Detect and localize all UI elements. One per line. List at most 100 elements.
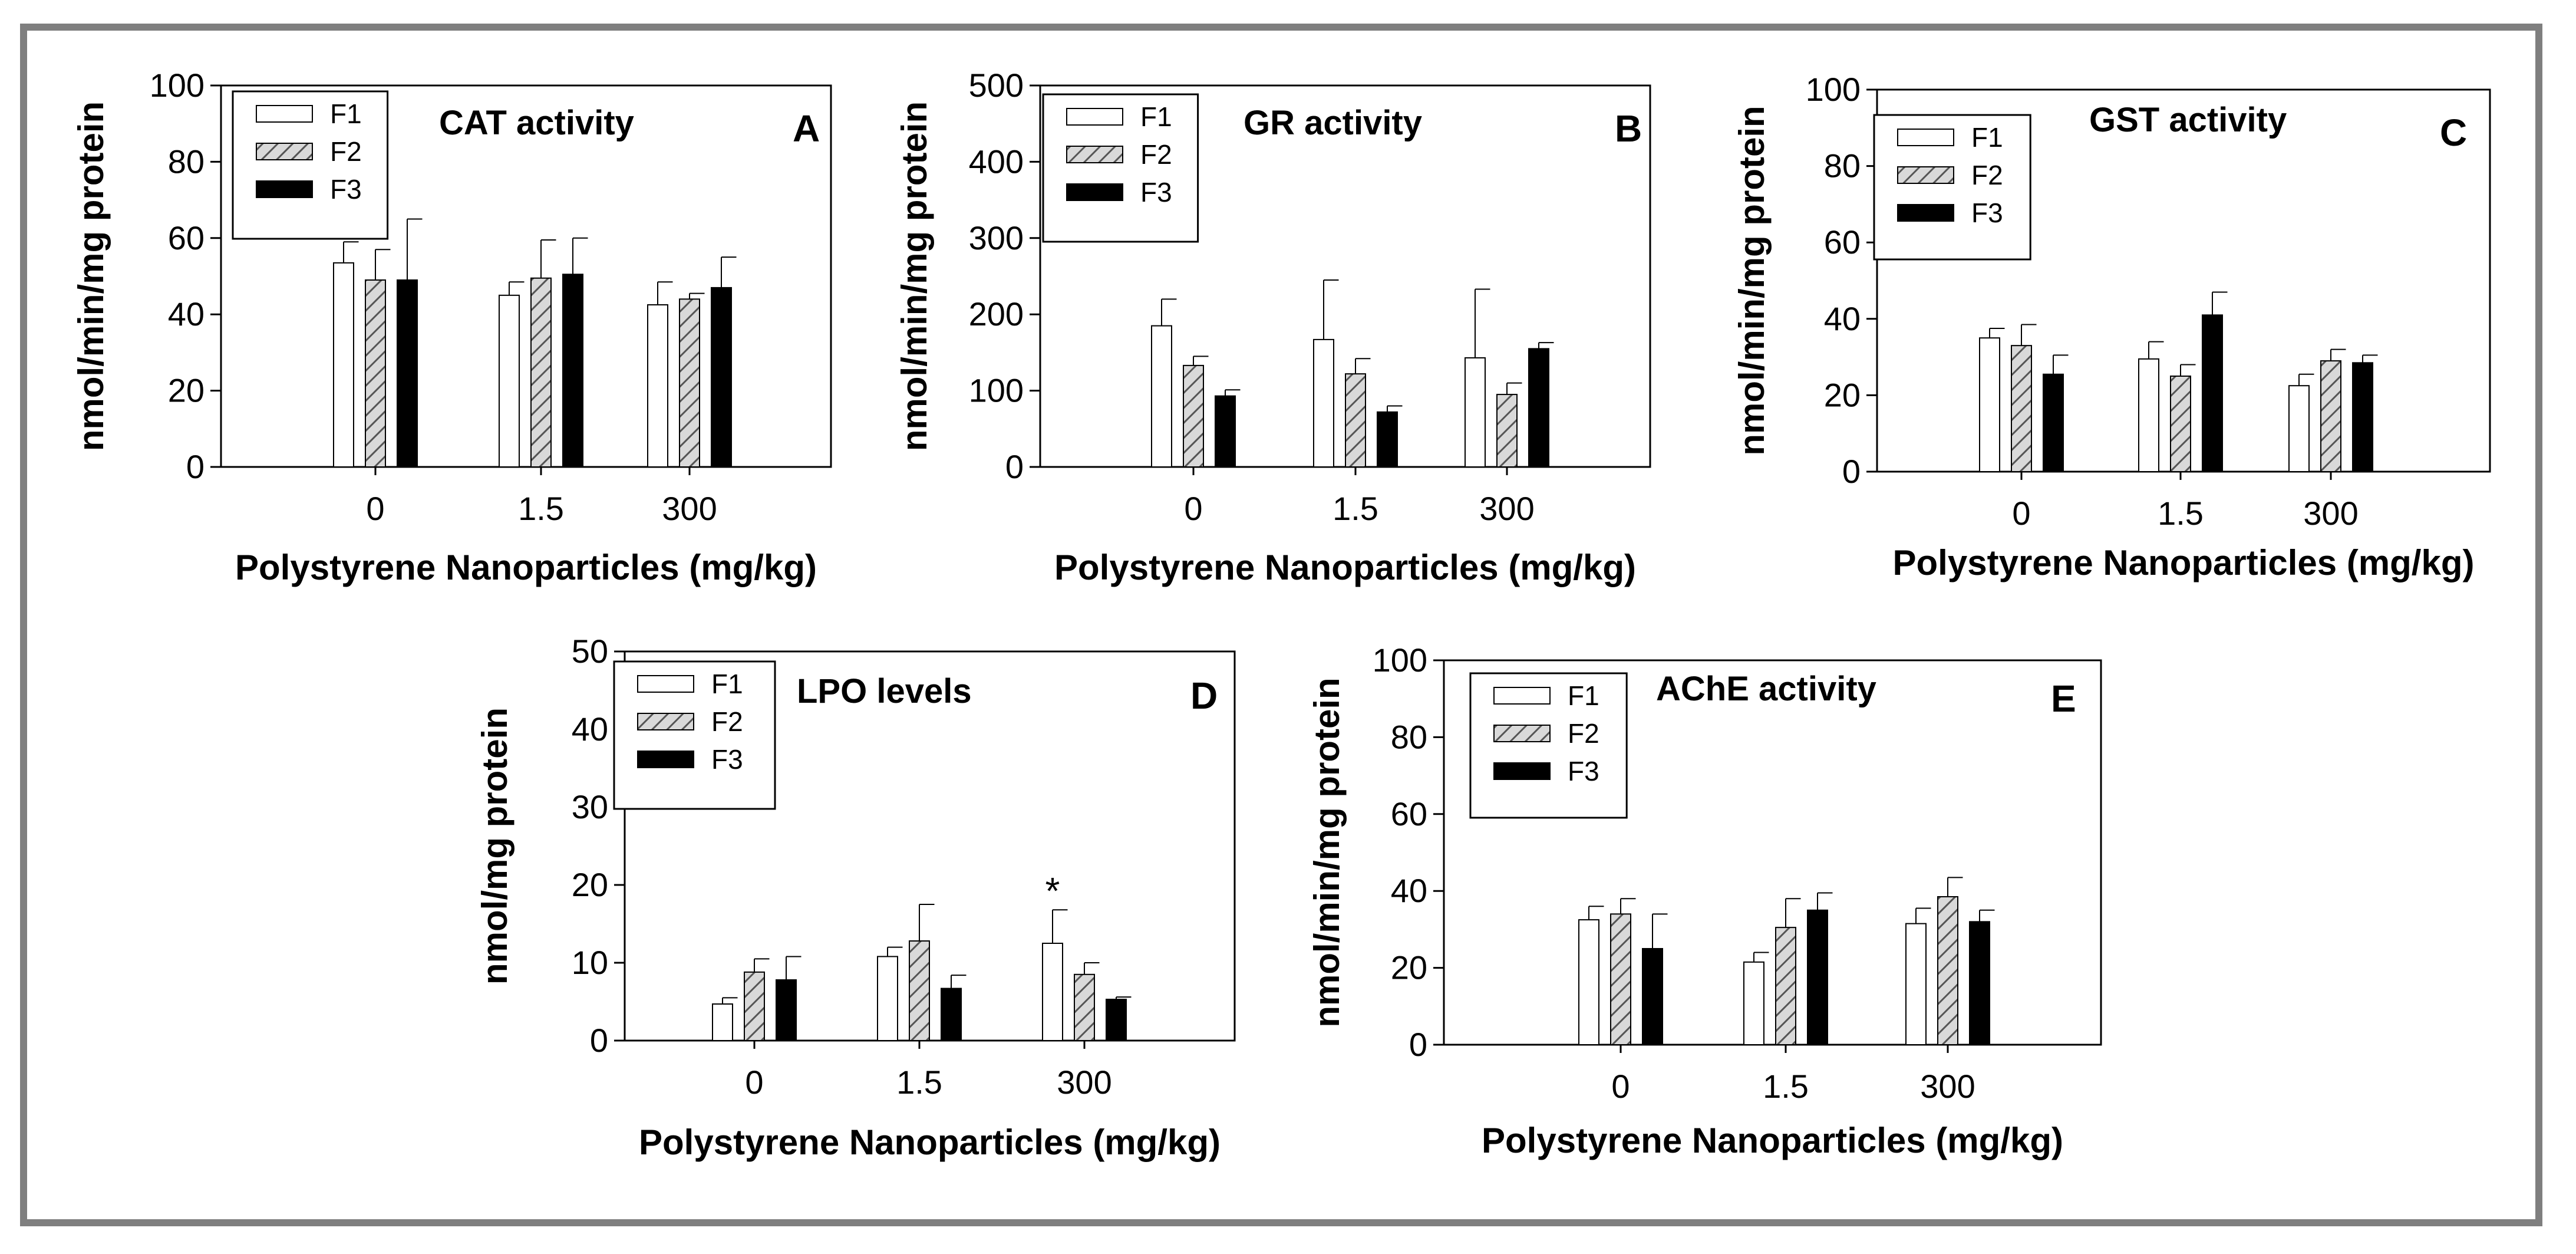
bar-f2	[1937, 896, 1958, 1045]
y-axis-title: nmol/min/mg protein	[1732, 106, 1772, 455]
y-tick-label: 40	[1391, 872, 1427, 909]
legend-swatch-f2	[1897, 166, 1954, 184]
y-tick-label: 60	[1391, 795, 1427, 832]
y-tick-label: 10	[572, 944, 608, 981]
legend-label-f2: F2	[1971, 160, 2003, 190]
x-tick-label: 1.5	[1332, 490, 1378, 527]
legend-label-f3: F3	[711, 744, 743, 775]
bar-f2	[530, 277, 552, 468]
figure-frame	[20, 24, 2542, 1226]
bar-f1	[1151, 325, 1172, 468]
panel-letter: A	[793, 107, 820, 150]
legend-label-f2: F2	[1568, 718, 1599, 749]
legend-swatch-f2	[256, 143, 313, 160]
y-tick-label: 100	[1373, 641, 1427, 679]
y-tick-label: 0	[590, 1022, 608, 1059]
legend-label-f2: F2	[1140, 139, 1172, 170]
chart-panel-c: 0 20 40 60 80 100 0 1.5 300 F1 F2 F3 GST activity Cnm…	[1732, 71, 2491, 582]
y-tick-label: 0	[186, 448, 205, 485]
x-axis-title: Polystyrene Nanoparticles (mg/kg)	[1054, 548, 1636, 587]
bar-f1	[1465, 357, 1486, 468]
y-tick-label: 80	[168, 143, 205, 180]
x-tick-label: 1.5	[1763, 1068, 1809, 1105]
legend-swatch-f2	[637, 713, 694, 730]
bar-f1	[333, 262, 354, 468]
chart-title: GR activity	[1244, 104, 1422, 142]
legend: F1 F2 F3	[1042, 93, 1199, 243]
bar-f1	[1979, 337, 2000, 473]
legend-label-f1: F1	[330, 98, 362, 129]
legend-label-f1: F1	[1971, 122, 2003, 153]
panel-letter: B	[1615, 107, 1642, 150]
y-tick-label: 40	[168, 295, 205, 333]
x-tick-label: 300	[1057, 1064, 1111, 1101]
bar-f3	[1106, 999, 1127, 1042]
panel-letter: E	[2051, 677, 2076, 720]
y-tick-label: 500	[969, 67, 1024, 104]
legend-label-f1: F1	[1568, 680, 1599, 711]
y-axis-title: nmol/min/mg protein	[1307, 677, 1347, 1027]
bar-f2	[1183, 364, 1204, 468]
bar-f2	[1496, 394, 1518, 468]
x-axis-title: Polystyrene Nanoparticles (mg/kg)	[235, 548, 817, 587]
bar-f1	[1743, 961, 1764, 1045]
bar-f3	[1642, 948, 1663, 1045]
bar-f3	[2202, 314, 2223, 472]
legend-swatch-f3	[1897, 204, 1954, 222]
bar-f3	[1969, 921, 1990, 1045]
y-axis-title: nmol/mg protein	[475, 707, 514, 985]
y-tick-label: 400	[969, 143, 1024, 180]
chart-title: CAT activity	[439, 104, 634, 142]
bar-f2	[679, 298, 700, 468]
bar-f1	[1578, 919, 1599, 1045]
bar-f1	[712, 1003, 733, 1041]
legend: F1 F2 F3	[1873, 114, 2031, 261]
legend-label-f1: F1	[1140, 101, 1172, 132]
legend-swatch-f1	[256, 105, 313, 123]
bar-f1	[2288, 385, 2310, 473]
bar-f1	[2138, 358, 2159, 473]
x-tick-label: 0	[2012, 495, 2030, 532]
x-tick-label: 0	[366, 490, 384, 527]
plot-area	[1443, 659, 2102, 1046]
bar-f3	[2352, 362, 2373, 472]
chart-title: LPO levels	[797, 672, 972, 710]
bar-f3	[1377, 411, 1398, 468]
legend-swatch-f2	[1493, 725, 1551, 742]
y-tick-label: 30	[572, 788, 608, 825]
y-tick-label: 0	[1842, 453, 1861, 490]
x-tick-label: 300	[662, 490, 717, 527]
x-tick-label: 300	[1920, 1068, 1975, 1105]
bar-f2	[744, 971, 765, 1041]
bar-f3	[1807, 909, 1828, 1046]
panel-letter: D	[1190, 674, 1218, 717]
bar-f1	[877, 956, 898, 1041]
plot-area	[220, 84, 832, 468]
legend-label-f2: F2	[711, 706, 743, 737]
y-tick-label: 20	[1391, 949, 1427, 986]
x-axis-title: Polystyrene Nanoparticles (mg/kg)	[1482, 1121, 2063, 1160]
legend-label-f3: F3	[1140, 177, 1172, 208]
y-tick-label: 100	[1806, 71, 1861, 108]
bar-f3	[562, 274, 583, 468]
x-axis-title: Polystyrene Nanoparticles (mg/kg)	[1893, 543, 2475, 582]
bar-f3	[1528, 348, 1549, 468]
y-tick-label: 60	[168, 219, 205, 256]
chart-panel-a: 0 20 40 60 80 100 0 1.5 300 F1 F2 F3 CAT activity Anm…	[71, 67, 832, 587]
legend-label-f3: F3	[1971, 198, 2003, 228]
chart-panel-d: 0 10 20 30 40 50 0 1.5 300 * F1 F2 F3 LPO levels Dnmol…	[475, 633, 1236, 1162]
legend-label-f2: F2	[330, 136, 362, 167]
y-tick-label: 40	[572, 710, 608, 748]
legend-swatch-f1	[1493, 687, 1551, 705]
y-tick-label: 50	[572, 633, 608, 670]
y-tick-label: 60	[1824, 223, 1861, 261]
bar-f2	[1610, 913, 1631, 1045]
legend-swatch-f3	[1066, 183, 1123, 201]
bar-f2	[909, 940, 930, 1042]
legend: F1 F2 F3	[1469, 672, 1628, 819]
bar-f3	[1215, 395, 1236, 468]
x-tick-label: 1.5	[896, 1064, 942, 1101]
x-tick-label: 0	[1611, 1068, 1630, 1105]
bar-f3	[776, 979, 797, 1042]
